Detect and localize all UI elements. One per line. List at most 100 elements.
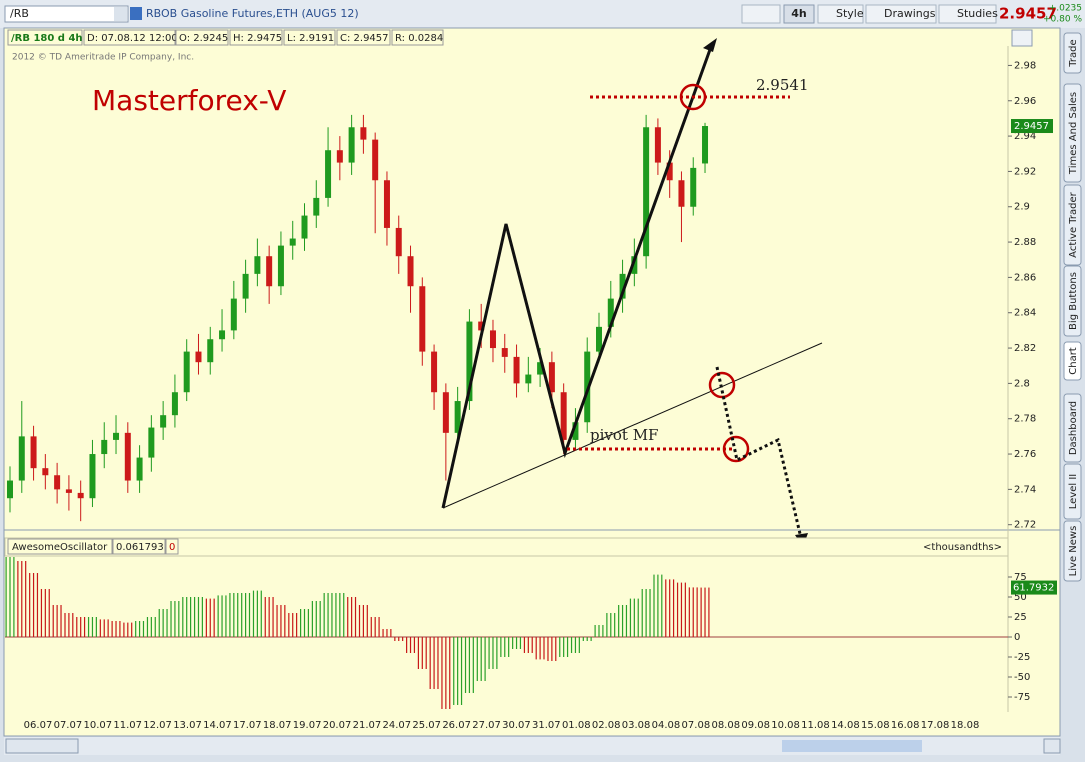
x-tick-label: 07.08 (682, 720, 711, 731)
osc-units: <thousandths> (923, 542, 1002, 553)
candle-body (572, 422, 579, 440)
style-button[interactable] (817, 4, 864, 24)
osc-bar (421, 637, 423, 669)
osc-bar (480, 637, 482, 681)
candle-body (183, 351, 190, 393)
osc-bar (292, 613, 294, 637)
osc-bar (221, 595, 223, 637)
osc-bar (512, 637, 514, 649)
osc-bar (496, 637, 498, 669)
osc-param: 0 (169, 542, 175, 553)
candle-body (18, 436, 25, 481)
x-tick-label: 30.07 (502, 720, 531, 731)
x-tick-label: 25.07 (412, 720, 441, 731)
button-label: Style (836, 7, 864, 20)
y-tick-label: 2.92 (1014, 166, 1036, 177)
info-box (283, 29, 336, 46)
osc-bar (519, 637, 522, 649)
candle-body (454, 401, 461, 433)
x-tick-label: 24.07 (383, 720, 412, 731)
zoom-buttons[interactable] (5, 738, 79, 754)
osc-bar (264, 597, 266, 637)
osc-bar (307, 609, 309, 637)
osc-bar (637, 598, 639, 637)
x-tick-label: 15.08 (861, 720, 890, 731)
side-tab[interactable] (1063, 341, 1082, 381)
osc-bar (409, 637, 412, 653)
osc-bar (555, 637, 557, 661)
osc-bar (598, 625, 600, 637)
info-bar: /RB 180 d 4h D: 07.08.12 12:00 O: 2.9245 H:… (7, 29, 444, 46)
side-tab[interactable] (1063, 184, 1082, 266)
osc-bar (142, 621, 145, 637)
side-tab[interactable] (1063, 83, 1082, 183)
description: RBOB Gasoline Futures,ETH (AUG5 12) (146, 7, 359, 20)
x-tick-label: 09.08 (741, 720, 770, 731)
osc-bar (386, 629, 388, 637)
candle-body (654, 127, 661, 163)
osc-bar (319, 601, 321, 637)
side-tab[interactable] (1063, 463, 1082, 520)
osc-bar (201, 597, 203, 637)
side-tab[interactable] (1063, 393, 1082, 463)
osc-bar (303, 609, 306, 637)
y-tick-label: 75 (1014, 572, 1027, 583)
x-tick-label: 11.08 (801, 720, 830, 731)
y-tick-label: 2.9 (1014, 202, 1030, 213)
osc-bar (692, 587, 694, 637)
osc-bar (87, 617, 90, 637)
candle-body (289, 238, 296, 246)
scroll-end[interactable] (1043, 738, 1061, 754)
osc-bar (547, 637, 549, 661)
studies-button[interactable] (938, 4, 997, 24)
osc-bar (17, 561, 19, 637)
side-tab[interactable] (1063, 265, 1082, 337)
osc-bar (669, 579, 671, 637)
info-item: D: 07.08.12 12:00 (87, 33, 178, 44)
osc-bar (150, 617, 152, 637)
y-tick-label: 0 (1014, 632, 1020, 643)
osc-bar (570, 637, 573, 653)
candle-body (525, 374, 532, 384)
osc-bar (248, 593, 251, 637)
candle-body (207, 339, 214, 363)
osc-bar (83, 617, 86, 637)
osc-bar (284, 605, 286, 637)
candle-body (219, 330, 226, 340)
candle-body (101, 439, 108, 455)
symbol-box[interactable] (4, 5, 129, 23)
osc-title: AwesomeOscillator (12, 542, 108, 553)
osc-bar (590, 637, 592, 641)
symbol-dropdown[interactable] (114, 7, 127, 21)
osc-bar (531, 637, 533, 653)
osc-bar (256, 590, 258, 637)
x-tick-label: 19.07 (293, 720, 322, 731)
scroll-thumb[interactable] (782, 740, 922, 752)
osc-bar (68, 613, 70, 637)
osc-bar (170, 601, 172, 637)
side-tab-label: Level II (1068, 474, 1079, 509)
aggregation: 4h (791, 7, 807, 20)
candle-body (148, 427, 155, 458)
snapshot-button[interactable] (1011, 29, 1033, 47)
aggregation-button[interactable] (783, 4, 815, 24)
side-tab[interactable] (1063, 32, 1082, 74)
osc-bar (460, 637, 463, 705)
tool-icons[interactable] (741, 4, 781, 24)
y-tick-label: 2.8 (1014, 378, 1030, 389)
candle-body (419, 286, 426, 352)
side-tab-label: Big Buttons (1068, 272, 1079, 330)
osc-bar (327, 593, 329, 637)
info-item: O: 2.9245 (179, 33, 228, 44)
osc-bar (437, 637, 439, 689)
symbol-icon (130, 7, 142, 20)
candle-body (30, 436, 37, 469)
osc-bar (696, 587, 698, 637)
drawings-button[interactable] (865, 4, 937, 24)
osc-bar (468, 637, 471, 693)
osc-bar (52, 605, 54, 637)
side-tab[interactable] (1063, 520, 1082, 582)
osc-bar (186, 597, 188, 637)
osc-bar (527, 637, 529, 653)
osc-bar (182, 597, 184, 637)
